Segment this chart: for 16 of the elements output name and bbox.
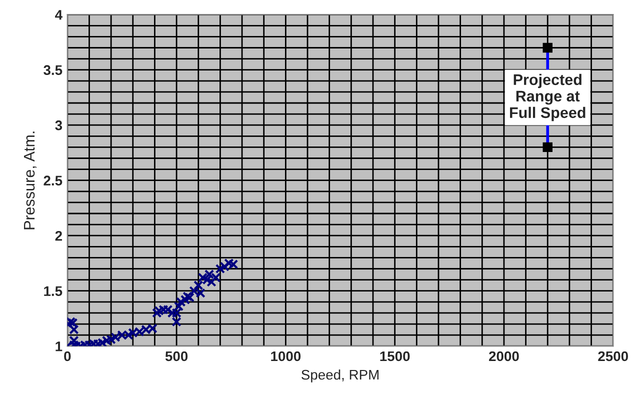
- y-tick-label: 4: [55, 10, 62, 20]
- y-tick-label: 3.5: [44, 65, 62, 76]
- y-tick-label: 2: [55, 230, 62, 241]
- y-tick-label: 1: [56, 342, 62, 352]
- y-tick-label: 3: [55, 120, 62, 130]
- x-tick-label: 1500: [380, 351, 410, 362]
- x-tick-label: 2000: [489, 351, 519, 362]
- x-tick-label: 0: [64, 351, 71, 362]
- y-tick-label: 1.5: [44, 286, 62, 296]
- x-axis-title: Speed, RPM: [302, 369, 378, 382]
- x-tick-label: 1000: [271, 351, 301, 362]
- x-tick-label: 500: [165, 351, 188, 362]
- y-axis-title: Pressure, Atm.: [24, 132, 36, 230]
- y-tick-label: 2.5: [44, 176, 62, 186]
- x-tick-label: 2500: [598, 351, 628, 362]
- annotation: Projected Range at Full Speed: [510, 74, 586, 122]
